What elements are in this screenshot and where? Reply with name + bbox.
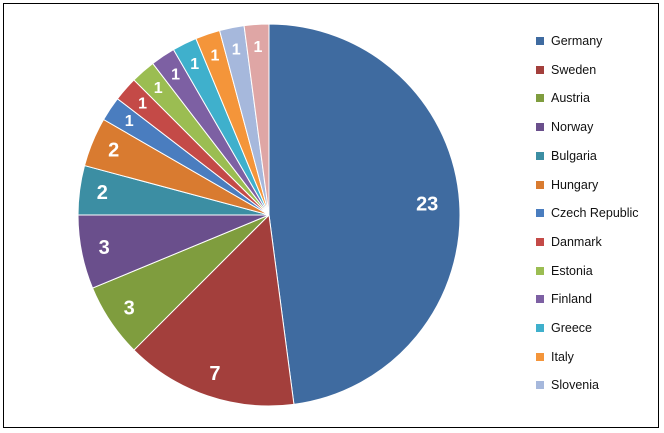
legend-swatch	[536, 295, 544, 304]
legend-entry: Italy	[536, 349, 574, 365]
legend-entry: Finland	[536, 291, 592, 307]
legend-entry: Danmark	[536, 234, 602, 250]
legend-label: Sweden	[551, 62, 597, 77]
legend-entry: Czech Republic	[536, 205, 639, 221]
legend-label: Finland	[551, 292, 592, 307]
legend-label: Greece	[551, 321, 592, 335]
legend-entry: Bulgaria	[536, 148, 597, 164]
legend-swatch	[536, 237, 544, 246]
legend-swatch	[536, 352, 544, 361]
data-label: 23	[416, 194, 438, 216]
data-label: 2	[108, 140, 119, 162]
legend-swatch	[536, 180, 544, 189]
data-label: 1	[125, 113, 134, 130]
legend-swatch	[536, 123, 544, 132]
legend-entry: Germany	[536, 33, 602, 49]
legend-entry: Slovenia	[536, 377, 599, 393]
data-label: 1	[138, 96, 147, 113]
legend-label: Czech Republic	[551, 206, 639, 221]
pie-slice-sweden	[133, 213, 295, 407]
data-label: 1	[190, 56, 199, 73]
data-label: 7	[209, 363, 220, 385]
legend-label: Germany	[551, 34, 603, 48]
data-label: 1	[211, 47, 220, 64]
legend-entry: Hungary	[536, 177, 598, 193]
legend-entry: Sweden	[536, 62, 596, 78]
legend-label: Italy	[551, 349, 574, 364]
pie-slice-unlabeled	[243, 23, 270, 216]
legend-label: Austria	[551, 91, 590, 106]
legend-swatch	[536, 94, 544, 103]
data-label: 1	[154, 80, 163, 97]
legend-swatch	[536, 266, 544, 275]
data-label: 1	[232, 42, 241, 59]
legend-entry: Norway	[536, 119, 593, 135]
legend-label: Bulgaria	[551, 148, 597, 163]
legend-label: Estonia	[551, 263, 593, 278]
legend-label: Slovenia	[551, 378, 599, 393]
legend-label: Norway	[551, 120, 594, 135]
legend-swatch	[536, 324, 544, 332]
legend-label: Danmark	[551, 234, 602, 249]
legend-swatch	[536, 381, 544, 390]
legend-label: Hungary	[551, 177, 599, 192]
legend-entry: Austria	[536, 90, 590, 106]
data-label: 3	[99, 237, 110, 259]
legend-swatch	[536, 37, 544, 45]
data-label: 2	[97, 182, 108, 204]
data-label: 1	[171, 67, 180, 84]
data-label: 3	[124, 297, 135, 319]
legend-entry: Greece	[536, 320, 592, 336]
data-label: 1	[254, 39, 263, 56]
legend-swatch	[536, 209, 544, 218]
legend-swatch	[536, 65, 544, 74]
legend-entry: Estonia	[536, 263, 593, 279]
legend-swatch	[536, 151, 544, 160]
pie-slice-germany	[268, 23, 461, 405]
